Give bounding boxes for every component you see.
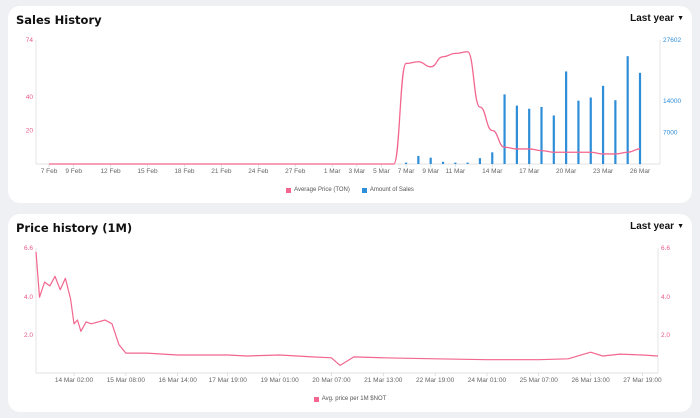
- x-tick-20-mar: 20 Mar: [556, 168, 577, 175]
- sales-bar-12-mar: [466, 162, 469, 164]
- x-tick-5-mar: 5 Mar: [373, 168, 390, 175]
- x-tick-19-mar-01-00: 19 Mar 01:00: [260, 377, 299, 384]
- x-tick-20-mar-07-00: 20 Mar 07:00: [312, 377, 351, 384]
- y-right-tick-14000: 14000: [663, 98, 681, 105]
- legend-label-price: Average Price (TON): [294, 187, 350, 193]
- sales-bar-19-mar: [552, 115, 555, 164]
- sales-bar-9-mar: [429, 157, 432, 164]
- price-history-card: Price history (1M) Last year ▼ 14 Mar 02…: [8, 214, 692, 412]
- sales-bar-20-mar: [565, 71, 568, 164]
- y-right-tick-27602: 27602: [663, 37, 681, 44]
- x-tick-7-mar: 7 Mar: [398, 168, 415, 175]
- history-legend: Avg. price per 1M $NOT: [8, 396, 692, 402]
- y-right-tick-7000: 7000: [663, 130, 678, 137]
- y-left-tick-6-6: 6.6: [24, 245, 33, 252]
- x-tick-14-mar-02-00: 14 Mar 02:00: [55, 377, 94, 384]
- x-tick-11-mar: 11 Mar: [445, 168, 466, 175]
- sales-history-card: Sales History Last year ▼ 7 Feb 9 Feb 12 F…: [8, 6, 692, 203]
- legend-swatch-history-price: [313, 396, 319, 402]
- sales-bar-21-mar: [577, 100, 580, 164]
- legend-item-avg-price-1m[interactable]: Avg. price per 1M $NOT: [313, 396, 387, 402]
- legend-swatch-sales: [361, 187, 367, 193]
- price-history-title: Price history (1M): [16, 221, 133, 235]
- sales-legend: Average Price (TON) Amount of Sales: [8, 187, 692, 193]
- legend-swatch-price: [286, 187, 292, 193]
- x-tick-15-mar-08-00: 15 Mar 08:00: [107, 377, 146, 384]
- y-left-tick-2-0: 2.0: [24, 332, 33, 339]
- sales-bar-14-mar: [491, 152, 494, 164]
- x-tick-26-mar: 26 Mar: [630, 168, 651, 175]
- average-price-line: [48, 51, 641, 165]
- legend-label-sales: Amount of Sales: [369, 187, 414, 193]
- sales-bar-16-mar: [515, 105, 518, 164]
- sales-bar-17-mar: [528, 108, 531, 164]
- x-tick-14-mar: 14 Mar: [482, 168, 503, 175]
- x-tick-24-feb: 24 Feb: [248, 168, 269, 175]
- y-right-tick-6-6: 6.6: [661, 245, 670, 252]
- sales-bar-8-mar: [417, 155, 420, 164]
- sales-bar-25-mar: [626, 56, 629, 164]
- x-tick-18-feb: 18 Feb: [174, 168, 195, 175]
- sales-bar-15-mar: [503, 94, 506, 164]
- sales-history-title: Sales History: [16, 13, 102, 27]
- x-tick-7-feb: 7 Feb: [41, 168, 58, 175]
- avg-price-1m-line: [35, 251, 659, 366]
- x-tick-21-mar-13-00: 21 Mar 13:00: [364, 377, 403, 384]
- x-tick-23-mar: 23 Mar: [593, 168, 614, 175]
- y-right-tick-2-0: 2.0: [661, 332, 670, 339]
- y-left-tick-74: 74: [26, 37, 34, 44]
- chevron-down-icon: ▼: [677, 223, 684, 230]
- x-tick-21-feb: 21 Feb: [211, 168, 232, 175]
- legend-item-average-price[interactable]: Average Price (TON): [286, 187, 350, 193]
- x-tick-26-mar-13-00: 26 Mar 13:00: [571, 377, 610, 384]
- sales-bar-11-mar: [454, 162, 457, 164]
- x-tick-12-feb: 12 Feb: [100, 168, 121, 175]
- x-tick-24-mar-01-00: 24 Mar 01:00: [468, 377, 507, 384]
- chevron-down-icon: ▼: [677, 15, 684, 22]
- x-tick-27-feb: 27 Feb: [285, 168, 306, 175]
- price-history-chart[interactable]: 14 Mar 02:00 15 Mar 08:00 16 Mar 14:00 17 M…: [8, 214, 692, 412]
- sales-bar-13-mar: [478, 158, 482, 164]
- y-right-tick-4-0: 4.0: [661, 294, 670, 301]
- x-tick-25-mar-07-00: 25 Mar 07:00: [520, 377, 559, 384]
- legend-item-amount-of-sales[interactable]: Amount of Sales: [361, 187, 414, 193]
- y-left-tick-20: 20: [26, 127, 34, 134]
- x-tick-27-mar-19-00: 27 Mar 19:00: [623, 377, 662, 384]
- x-tick-15-feb: 15 Feb: [137, 168, 158, 175]
- sales-period-dropdown[interactable]: Last year ▼: [630, 13, 684, 24]
- legend-label-history-price: Avg. price per 1M $NOT: [321, 396, 387, 402]
- x-tick-9-feb: 9 Feb: [65, 168, 82, 175]
- history-period-label: Last year: [630, 221, 675, 232]
- sales-bar-23-mar: [601, 85, 605, 164]
- sales-bar-18-mar: [540, 106, 543, 164]
- x-tick-22-mar-19-00: 22 Mar 19:00: [416, 377, 455, 384]
- y-left-tick-4-0: 4.0: [24, 294, 33, 301]
- sales-bar-24-mar: [614, 100, 617, 164]
- sales-bar-7-mar: [404, 162, 408, 164]
- history-period-dropdown[interactable]: Last year ▼: [630, 221, 684, 232]
- sales-history-chart[interactable]: 7 Feb 9 Feb 12 Feb 15 Feb 18 Feb 21 Feb 24 Feb…: [8, 6, 692, 203]
- x-tick-17-mar: 17 Mar: [519, 168, 540, 175]
- sales-bar-10-mar: [441, 161, 445, 164]
- x-tick-17-mar-19-00: 17 Mar 19:00: [209, 377, 248, 384]
- x-tick-1-mar: 1 Mar: [324, 168, 341, 175]
- y-left-tick-40: 40: [26, 94, 34, 101]
- sales-bar-26-mar: [638, 72, 642, 164]
- x-tick-9-mar: 9 Mar: [422, 168, 439, 175]
- sales-period-label: Last year: [630, 13, 675, 24]
- sales-bar-22-mar: [589, 97, 592, 164]
- x-tick-3-mar: 3 Mar: [349, 168, 366, 175]
- x-tick-16-mar-14-00: 16 Mar 14:00: [159, 377, 198, 384]
